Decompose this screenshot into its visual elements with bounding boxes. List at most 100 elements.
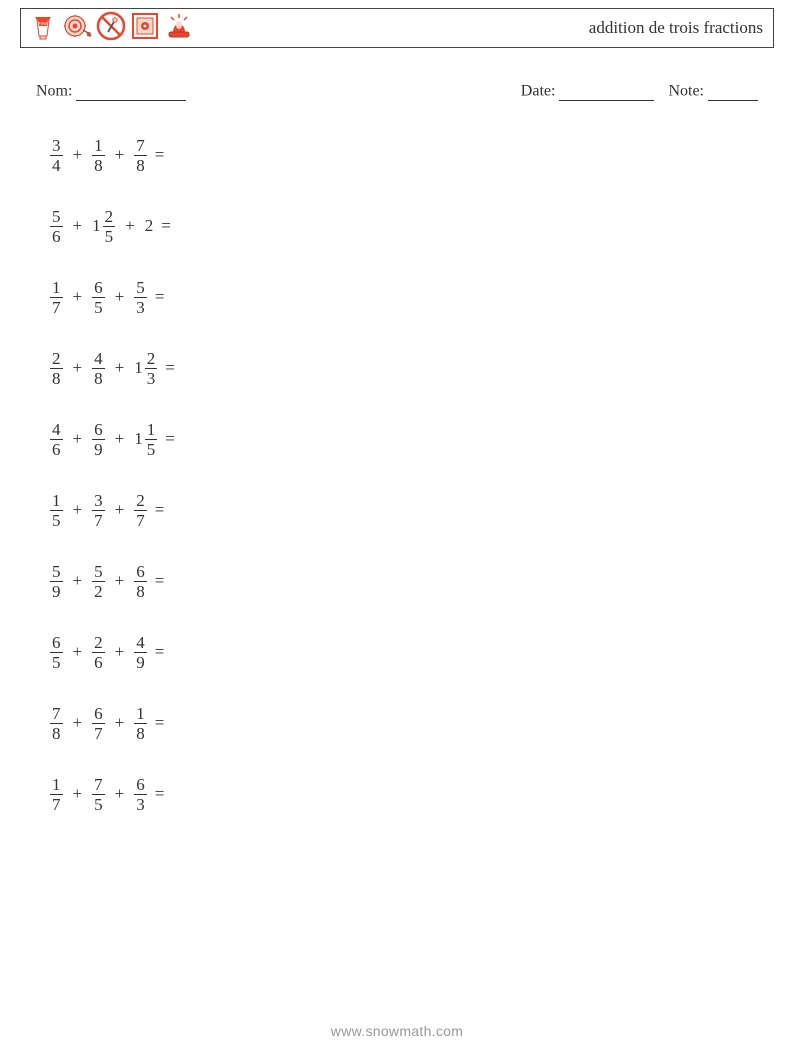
denominator: 5: [50, 512, 63, 529]
numerator: 3: [92, 492, 105, 509]
problem-row: 78+67+18=: [50, 705, 794, 742]
numerator: 4: [134, 634, 147, 651]
numerator: 5: [50, 563, 63, 580]
fraction: 69: [92, 421, 105, 458]
plus-operator: +: [111, 358, 129, 378]
name-blank[interactable]: [76, 82, 186, 101]
problem-list: 34+18+78=56+125+2=17+65+53=28+48+123=46+…: [50, 137, 794, 813]
date-blank[interactable]: [559, 82, 654, 101]
fraction: 59: [50, 563, 63, 600]
fraction: 15: [50, 492, 63, 529]
fraction: 27: [134, 492, 147, 529]
fraction: 15: [145, 421, 158, 458]
equals-sign: =: [163, 429, 179, 449]
denominator: 8: [50, 725, 63, 742]
equals-sign: =: [163, 358, 179, 378]
numerator: 2: [92, 634, 105, 651]
name-label: Nom:: [36, 83, 72, 100]
fraction: 26: [92, 634, 105, 671]
fraction: 17: [50, 776, 63, 813]
equals-sign: =: [153, 571, 169, 591]
denominator: 7: [50, 796, 63, 813]
plus-operator: +: [69, 784, 87, 804]
denominator: 7: [92, 725, 105, 742]
plus-operator: +: [69, 358, 87, 378]
problem-row: 56+125+2=: [50, 208, 794, 245]
plus-operator: +: [111, 713, 129, 733]
plus-operator: +: [111, 500, 129, 520]
numerator: 4: [92, 350, 105, 367]
fraction: 17: [50, 279, 63, 316]
numerator: 6: [134, 563, 147, 580]
note-blank[interactable]: [708, 82, 758, 101]
svg-text:FIRE: FIRE: [38, 21, 47, 26]
mixed-number: 123: [134, 350, 157, 387]
whole-part: 1: [92, 216, 101, 236]
denominator: 6: [92, 654, 105, 671]
numerator: 1: [50, 776, 63, 793]
numerator: 7: [134, 137, 147, 154]
numerator: 6: [92, 705, 105, 722]
name-field: Nom:: [36, 82, 186, 101]
plus-operator: +: [69, 642, 87, 662]
numerator: 1: [50, 492, 63, 509]
fraction: 18: [134, 705, 147, 742]
note-label: Note:: [668, 83, 704, 100]
plus-operator: +: [69, 287, 87, 307]
equals-sign: =: [153, 145, 169, 165]
fraction: 65: [92, 279, 105, 316]
problem-row: 65+26+49=: [50, 634, 794, 671]
fraction: 52: [92, 563, 105, 600]
numerator: 5: [50, 208, 63, 225]
plus-operator: +: [111, 287, 129, 307]
numerator: 5: [92, 563, 105, 580]
denominator: 8: [92, 370, 105, 387]
plus-operator: +: [111, 784, 129, 804]
denominator: 3: [134, 299, 147, 316]
denominator: 5: [92, 299, 105, 316]
date-field: Date:: [521, 82, 655, 101]
fire-bucket-icon: FIRE: [27, 10, 59, 47]
siren-icon: [163, 10, 195, 47]
equals-sign: =: [153, 287, 169, 307]
numerator: 4: [50, 421, 63, 438]
fraction: 63: [134, 776, 147, 813]
meta-right: Date: Note:: [521, 82, 758, 101]
denominator: 2: [92, 583, 105, 600]
denominator: 8: [134, 583, 147, 600]
equals-sign: =: [153, 713, 169, 733]
fraction: 48: [92, 350, 105, 387]
denominator: 5: [50, 654, 63, 671]
fraction: 18: [92, 137, 105, 174]
equals-sign: =: [153, 500, 169, 520]
fraction: 56: [50, 208, 63, 245]
fraction: 28: [50, 350, 63, 387]
plus-operator: +: [69, 500, 87, 520]
numerator: 5: [134, 279, 147, 296]
equals-sign: =: [153, 642, 169, 662]
problem-row: 34+18+78=: [50, 137, 794, 174]
denominator: 4: [50, 157, 63, 174]
fraction: 78: [134, 137, 147, 174]
denominator: 6: [50, 228, 63, 245]
fraction: 65: [50, 634, 63, 671]
plus-operator: +: [69, 145, 87, 165]
numerator: 2: [50, 350, 63, 367]
numerator: 1: [134, 705, 147, 722]
denominator: 8: [92, 157, 105, 174]
numerator: 6: [92, 421, 105, 438]
numerator: 3: [50, 137, 63, 154]
plus-operator: +: [69, 216, 87, 236]
no-matches-icon: [95, 10, 127, 47]
integer-term: 2: [145, 216, 154, 236]
worksheet-title: addition de trois fractions: [589, 18, 763, 38]
denominator: 7: [50, 299, 63, 316]
numerator: 7: [92, 776, 105, 793]
numerator: 6: [134, 776, 147, 793]
denominator: 9: [134, 654, 147, 671]
plus-operator: +: [69, 429, 87, 449]
mixed-number: 125: [92, 208, 115, 245]
header-icon-row: FIRE: [27, 10, 195, 47]
fraction: 25: [103, 208, 116, 245]
denominator: 6: [50, 441, 63, 458]
